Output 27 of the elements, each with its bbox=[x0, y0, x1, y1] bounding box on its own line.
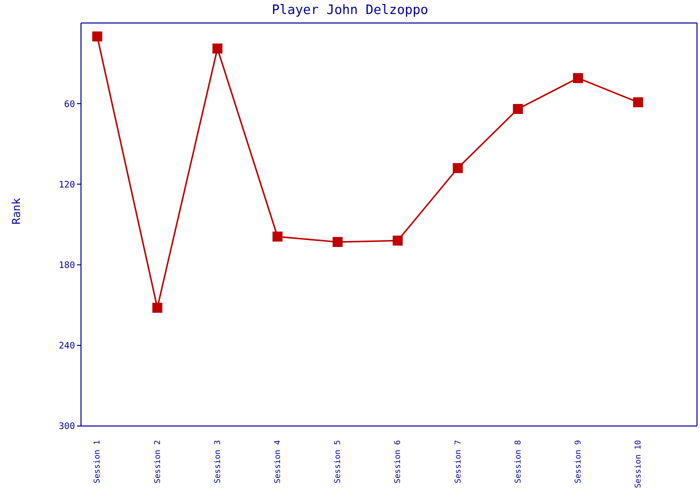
point bbox=[633, 97, 644, 108]
x-tick-label: Session 6 bbox=[393, 440, 402, 484]
y-tick-label: 300 bbox=[58, 422, 75, 432]
x-tick-label: Session 1 bbox=[92, 440, 102, 484]
x-tick-label: Session 3 bbox=[212, 440, 222, 484]
x-tick-label: Session 7 bbox=[453, 440, 462, 484]
x-tick-label: Session 4 bbox=[273, 440, 282, 484]
x-tick-label: Session 10 bbox=[634, 440, 643, 488]
point bbox=[92, 31, 102, 42]
x-tick-label: Session 5 bbox=[333, 440, 342, 484]
point bbox=[392, 236, 403, 246]
y-tick-label: 180 bbox=[58, 260, 75, 271]
x-tick-label: Session 8 bbox=[513, 440, 522, 484]
point bbox=[512, 104, 523, 114]
point bbox=[152, 302, 162, 313]
y-tick-label: 240 bbox=[58, 342, 75, 352]
y-tick-label: 120 bbox=[58, 180, 75, 190]
point bbox=[452, 163, 463, 174]
x-tick-label: Session 9 bbox=[574, 440, 583, 484]
point bbox=[272, 232, 283, 242]
point bbox=[332, 236, 343, 247]
point bbox=[573, 73, 584, 84]
y-tick-label: 60 bbox=[64, 100, 75, 110]
x-tick-label: Session 2 bbox=[152, 440, 162, 484]
y-axis-title: Rank bbox=[10, 198, 23, 224]
point bbox=[212, 44, 222, 54]
chart-title: Player John Delzoppo bbox=[270, 3, 430, 18]
